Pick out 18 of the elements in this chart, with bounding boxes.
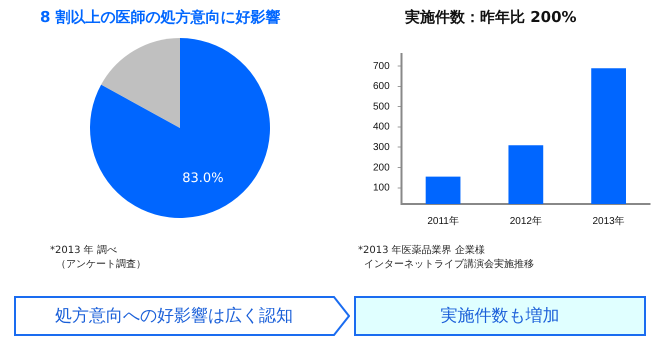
y-tick-label: 300	[372, 142, 390, 153]
x-tick-label: 2013年	[592, 214, 625, 227]
x-tick-label: 2011年	[427, 214, 459, 227]
chart-title: 8 割以上の医師の処方意向に好影響	[40, 8, 281, 27]
y-tick-label: 100	[372, 182, 390, 194]
x-tick-label: 2012年	[510, 214, 542, 227]
y-tick-label: 600	[372, 81, 390, 92]
y-tick-label: 700	[372, 60, 390, 72]
text: *2013 年 調べ	[50, 244, 117, 258]
y-tick-label: 200	[372, 162, 390, 174]
text: 処方意向への好影響は広く認知	[54, 305, 294, 328]
data-label: 83.0%	[182, 171, 224, 186]
text: *2013 年医薬品業界 企業様	[358, 244, 485, 258]
y-tick-label: 500	[372, 101, 390, 112]
text: インターネットライブ講演会実施推移	[364, 258, 534, 272]
chart-title: 実施件数：昨年比 200%	[405, 8, 577, 27]
text: （アンケート調査）	[56, 258, 146, 272]
y-tick-label: 400	[372, 122, 390, 133]
